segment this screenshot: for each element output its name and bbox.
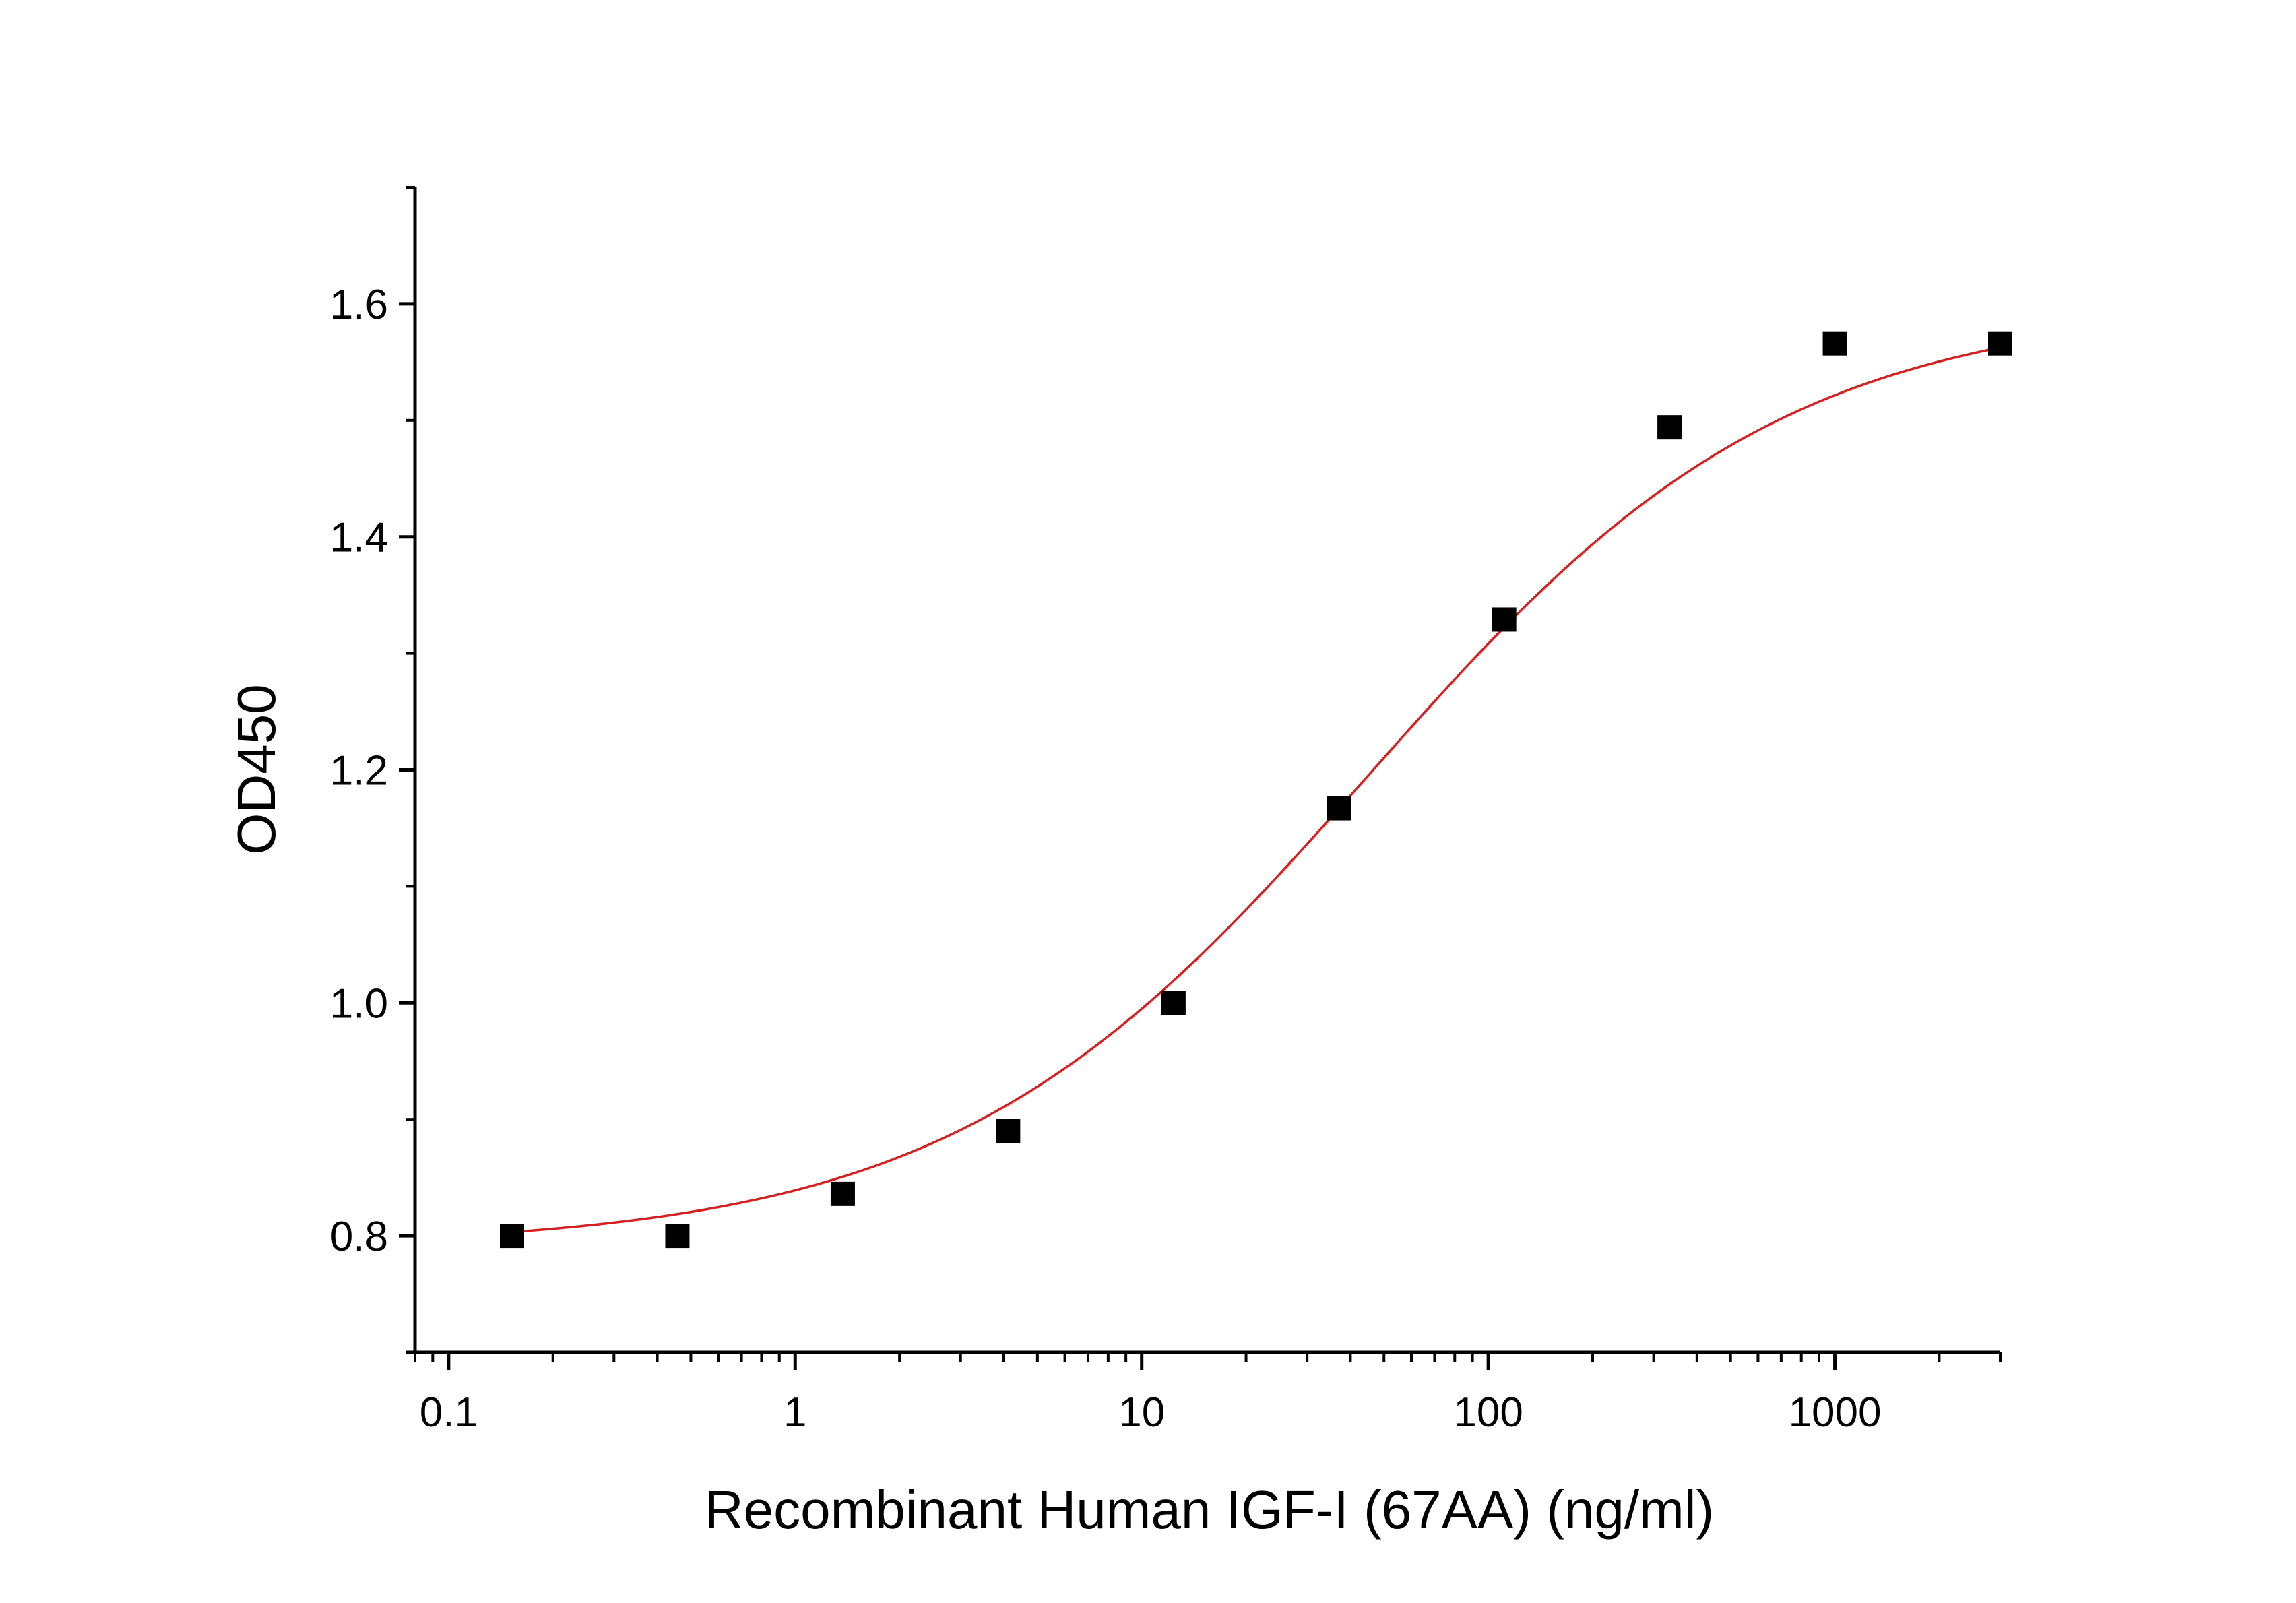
ticks: 0.8 1.0 1.2 1.4 1.6 0.1 1 10 100 1000 xyxy=(330,186,2002,1436)
x-tick-label: 10 xyxy=(1118,1389,1165,1436)
y-tick-label: 1.2 xyxy=(330,748,388,794)
data-point xyxy=(830,1181,855,1206)
x-tick-label: 0.1 xyxy=(420,1389,478,1436)
data-point xyxy=(1988,331,2012,356)
fit-curve xyxy=(511,346,2001,1234)
data-point xyxy=(1327,796,1351,821)
data-point xyxy=(1822,331,1847,356)
data-point xyxy=(1492,607,1517,632)
data-point xyxy=(665,1224,690,1249)
data-point xyxy=(1161,991,1186,1015)
x-tick-label: 100 xyxy=(1453,1389,1523,1436)
data-points xyxy=(499,331,2012,1249)
fit-curve-layer xyxy=(511,346,2001,1234)
data-point xyxy=(996,1119,1021,1143)
y-tick-label: 1.6 xyxy=(330,282,388,328)
data-point xyxy=(1657,415,1682,440)
x-axis-title: Recombinant Human IGF-I (67AA) (ng/ml) xyxy=(705,1480,1714,1540)
y-tick-label: 0.8 xyxy=(330,1214,388,1260)
x-tick-label: 1 xyxy=(784,1389,806,1436)
y-tick-label: 1.0 xyxy=(330,980,388,1027)
data-point xyxy=(499,1224,524,1249)
axes xyxy=(406,187,2000,1354)
x-tick-label: 1000 xyxy=(1789,1389,1882,1436)
y-axis-title: OD450 xyxy=(226,684,286,854)
y-tick-label: 1.4 xyxy=(330,515,388,561)
